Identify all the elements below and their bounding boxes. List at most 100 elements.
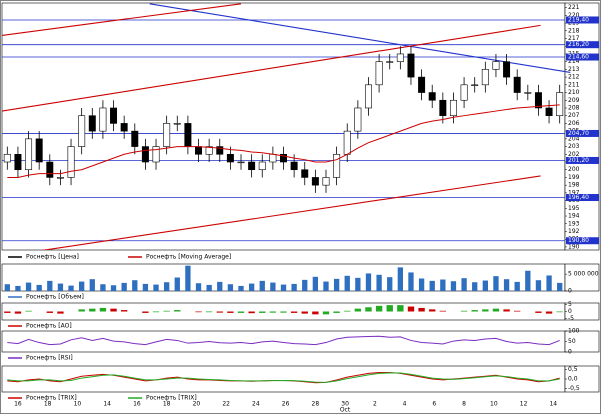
ao-bar: [195, 311, 202, 313]
volume-bar: [365, 273, 372, 291]
level-label: 196,40: [568, 194, 589, 201]
y-tick-label: 210: [568, 89, 580, 96]
candle-body: [396, 53, 404, 62]
candle-body: [524, 92, 532, 94]
y-tick-label: 207: [568, 112, 580, 119]
candle-body: [354, 107, 362, 132]
candle-body: [343, 130, 351, 155]
panel: [1, 2, 566, 251]
y-tick-label: 195: [568, 205, 580, 212]
panel: [1, 330, 566, 353]
volume-bar: [408, 272, 414, 291]
trend-line: [2, 3, 242, 36]
x-tick-label: 18: [163, 401, 171, 408]
legend-label: Роснефть [Moving Average]: [146, 254, 231, 261]
volume-bar: [68, 285, 74, 291]
volume-bar: [238, 285, 244, 291]
y-tick-label: 0,5: [568, 366, 578, 373]
candle-body: [56, 177, 64, 179]
ao-bar: [386, 305, 393, 312]
volume-bar: [100, 284, 106, 291]
ao-bar: [354, 308, 362, 312]
volume-bar: [195, 283, 202, 291]
y-tick-label: 5: [568, 301, 572, 308]
y-tick-label: 0,0: [568, 376, 578, 383]
ao-bar: [152, 311, 160, 313]
ao-bar: [301, 311, 308, 314]
y-tick-label: 192: [568, 228, 580, 235]
volume-bar: [142, 283, 149, 291]
ao-bar: [471, 310, 478, 312]
candle-body: [333, 153, 341, 178]
y-tick-label: 221: [568, 4, 580, 11]
series-line: [7, 104, 560, 178]
candle-body: [269, 153, 277, 163]
x-tick-label: 2: [373, 401, 377, 408]
candle-body: [471, 84, 479, 86]
volume-bar: [153, 284, 159, 291]
candle-body: [280, 153, 287, 163]
y-tick-label: 202: [568, 151, 580, 158]
ao-bar: [174, 310, 181, 312]
volume-bar: [397, 267, 404, 291]
level-label: 216,20: [568, 41, 589, 48]
volume-bar: [47, 280, 53, 291]
ao-bar: [545, 311, 553, 314]
volume-bar: [302, 279, 308, 291]
volume-bar: [376, 274, 382, 291]
x-tick-label: 18: [44, 401, 52, 408]
legend-label: Роснефть [TRIX]: [146, 395, 197, 402]
ao-bar: [259, 311, 266, 313]
ao-bar: [333, 311, 340, 313]
ao-bar: [237, 311, 245, 313]
ao-bar: [492, 308, 500, 312]
volume-bar: [36, 284, 42, 291]
y-tick-label: 0: [568, 308, 572, 315]
y-tick-label: -0,5: [568, 385, 580, 392]
candle-body: [513, 76, 521, 93]
legend-label: Роснефть [RSI]: [26, 355, 73, 362]
ao-bar: [460, 310, 468, 312]
volume-bar: [312, 276, 319, 291]
candle-body: [163, 123, 171, 147]
axis-panel: [564, 365, 600, 393]
candle-body: [258, 161, 266, 171]
volume-bar: [15, 285, 21, 291]
ao-bar: [535, 311, 542, 313]
x-tick-label: 24: [252, 401, 260, 408]
x-tick-label: 12: [520, 401, 528, 408]
x-tick-label: 20: [193, 401, 201, 408]
ao-bar: [205, 311, 213, 313]
level-tag: [566, 129, 599, 137]
candle-body: [120, 123, 128, 132]
candle-body: [290, 161, 298, 171]
candle-body: [110, 107, 118, 124]
ao-bar: [397, 305, 404, 312]
ao-bar: [418, 307, 425, 312]
level-tag: [566, 237, 599, 245]
candle-body: [237, 161, 245, 164]
ao-bar: [365, 307, 372, 312]
volume-bar: [514, 281, 520, 291]
x-tick-label: 16: [14, 401, 22, 408]
ao-bar: [312, 311, 319, 315]
ao-bar: [78, 309, 85, 312]
panel: [1, 365, 566, 393]
candle-body: [545, 107, 553, 116]
trend-line: [149, 3, 571, 74]
y-tick-label: 212: [568, 74, 580, 81]
volume-bar: [482, 280, 488, 291]
y-tick-label: 200: [568, 166, 580, 173]
candle-body: [418, 76, 426, 93]
volume-bar: [174, 277, 180, 291]
volume-bar: [387, 277, 393, 291]
y-tick-label: 209: [568, 97, 580, 104]
x-tick-label: 22: [222, 401, 230, 408]
legend-label: Роснефть [Объем]: [26, 294, 84, 301]
legend-label: Роснефть [Цена]: [26, 254, 79, 261]
y-tick-label: 203: [568, 143, 580, 150]
volume-bar: [280, 284, 287, 291]
y-tick-label: 100: [568, 328, 580, 335]
y-tick-label: 218: [568, 27, 580, 34]
